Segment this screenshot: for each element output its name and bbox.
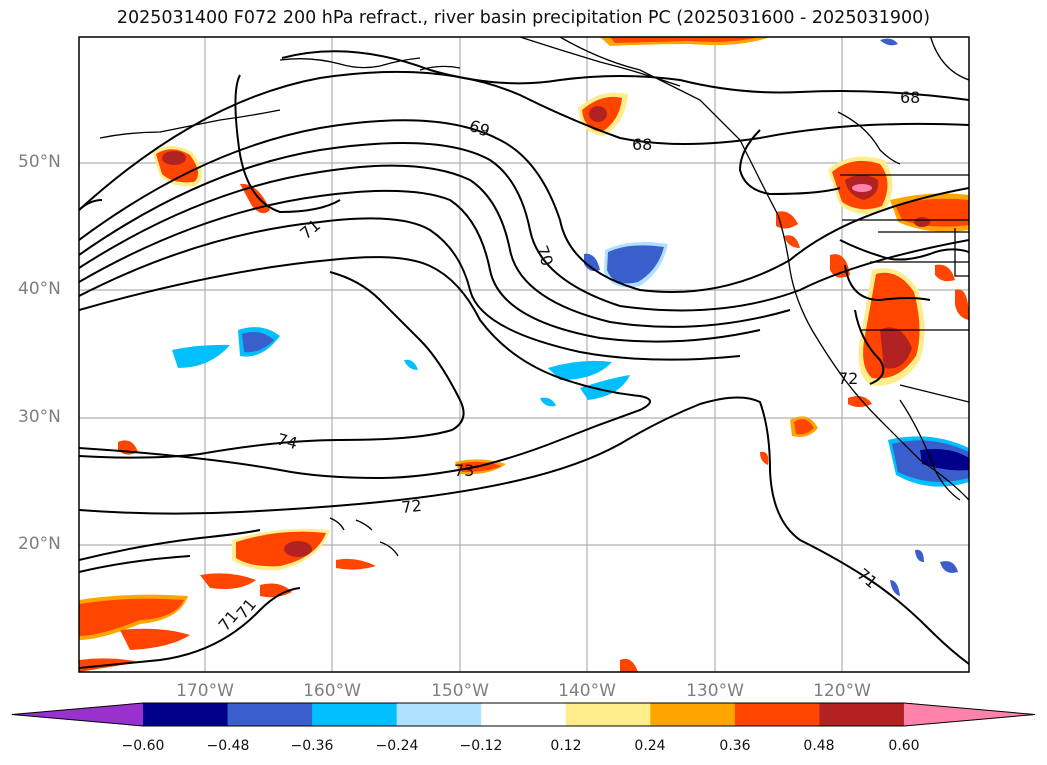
lat-label-20n: 20°N	[18, 534, 61, 554]
lat-label-40n: 40°N	[18, 279, 61, 299]
precip-blob-top	[600, 37, 898, 46]
lon-label-130w: 130°W	[686, 681, 744, 701]
map-frame	[78, 36, 970, 673]
refractivity-contours	[79, 50, 969, 669]
contour-label: 72	[838, 369, 858, 388]
colorbar-tick-label: 0.60	[888, 738, 920, 754]
contour-label: 68	[900, 88, 920, 107]
lat-label-50n: 50°N	[18, 152, 61, 172]
colorbar-tick-label: −0.24	[375, 738, 419, 754]
precip-blob-gulf-alaska	[578, 92, 628, 136]
contour-label: 74	[275, 430, 300, 454]
colorbar-tick-label: 0.48	[803, 738, 835, 754]
lon-label-140w: 140°W	[558, 681, 616, 701]
contour-label: 73	[454, 461, 474, 480]
colorbar-tick-label: −0.36	[290, 738, 334, 754]
colorbar-tick-label: −0.12	[459, 738, 503, 754]
contour-label: 72	[400, 496, 422, 517]
colorbar-tick-label: 0.24	[634, 738, 666, 754]
precip-blob-west-50n	[152, 146, 270, 214]
lon-label-120w: 120°W	[813, 681, 871, 701]
lon-label-150w: 150°W	[431, 681, 489, 701]
colorbar-tick-label: 0.36	[719, 738, 751, 754]
contour-label: 68	[632, 135, 652, 154]
coastlines	[99, 37, 969, 557]
precip-blob-subtropical	[79, 440, 769, 672]
precip-blob-pnw	[776, 156, 969, 248]
colorbar-tick-label: −0.60	[121, 738, 165, 754]
colorbar-tick-label: 0.12	[550, 738, 582, 754]
map-title: 2025031400 F072 200 hPa refract., river …	[116, 8, 931, 28]
lon-label-160w: 160°W	[303, 681, 361, 701]
lat-label-30n: 30°N	[18, 407, 61, 427]
lon-label-170w: 170°W	[176, 681, 234, 701]
colorbar-tick-label: −0.48	[206, 738, 250, 754]
